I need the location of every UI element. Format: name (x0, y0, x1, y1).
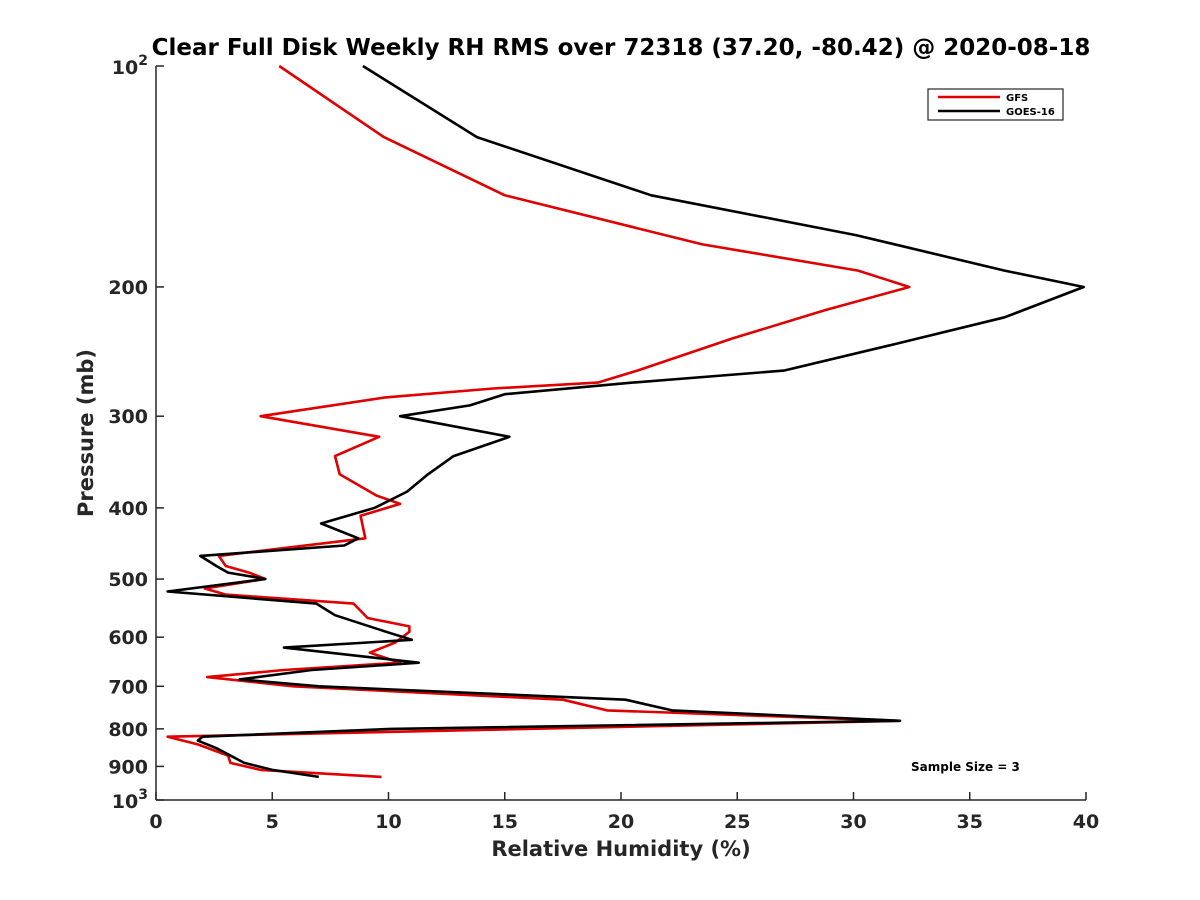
sample-size-annotation: Sample Size = 3 (911, 760, 1020, 774)
y-tick-label: 300 (108, 406, 148, 428)
y-ticks: 102 200 300 400 500 600 700 800 900 103 (108, 53, 164, 813)
y-tick-label: 800 (108, 719, 148, 741)
y-tick-label: 102 (112, 53, 148, 79)
legend-label-goes16: GOES-16 (1006, 107, 1055, 118)
legend-label-gfs: GFS (1006, 93, 1028, 104)
x-tick-label: 0 (149, 811, 162, 833)
y-tick-label: 103 (112, 787, 148, 813)
chart-title: Clear Full Disk Weekly RH RMS over 72318… (152, 35, 1091, 61)
x-tick-label: 40 (1073, 811, 1099, 833)
y-tick-label: 200 (108, 277, 148, 299)
x-tick-label: 25 (724, 811, 750, 833)
y-axis-label: Pressure (mb) (74, 349, 98, 517)
legend: GFS GOES-16 (927, 88, 1064, 121)
x-tick-label: 20 (608, 811, 634, 833)
x-tick-label: 15 (492, 811, 518, 833)
y-tick-label: 600 (108, 627, 148, 649)
y-tick-label: 700 (108, 676, 148, 698)
series-line-gfs (166, 64, 911, 779)
plot-lines (166, 64, 1085, 779)
x-tick-label: 5 (266, 811, 279, 833)
x-tick-label: 10 (375, 811, 401, 833)
y-tick-label: 900 (108, 756, 148, 778)
series-line-goes16 (166, 64, 1085, 779)
x-ticks: 0 5 10 15 20 25 30 35 40 (149, 792, 1099, 833)
legend-box (927, 88, 1064, 121)
x-tick-label: 30 (840, 811, 866, 833)
y-tick-label: 500 (108, 569, 148, 591)
x-tick-label: 35 (957, 811, 983, 833)
y-tick-label: 400 (108, 498, 148, 520)
x-axis-label: Relative Humidity (%) (491, 837, 750, 861)
